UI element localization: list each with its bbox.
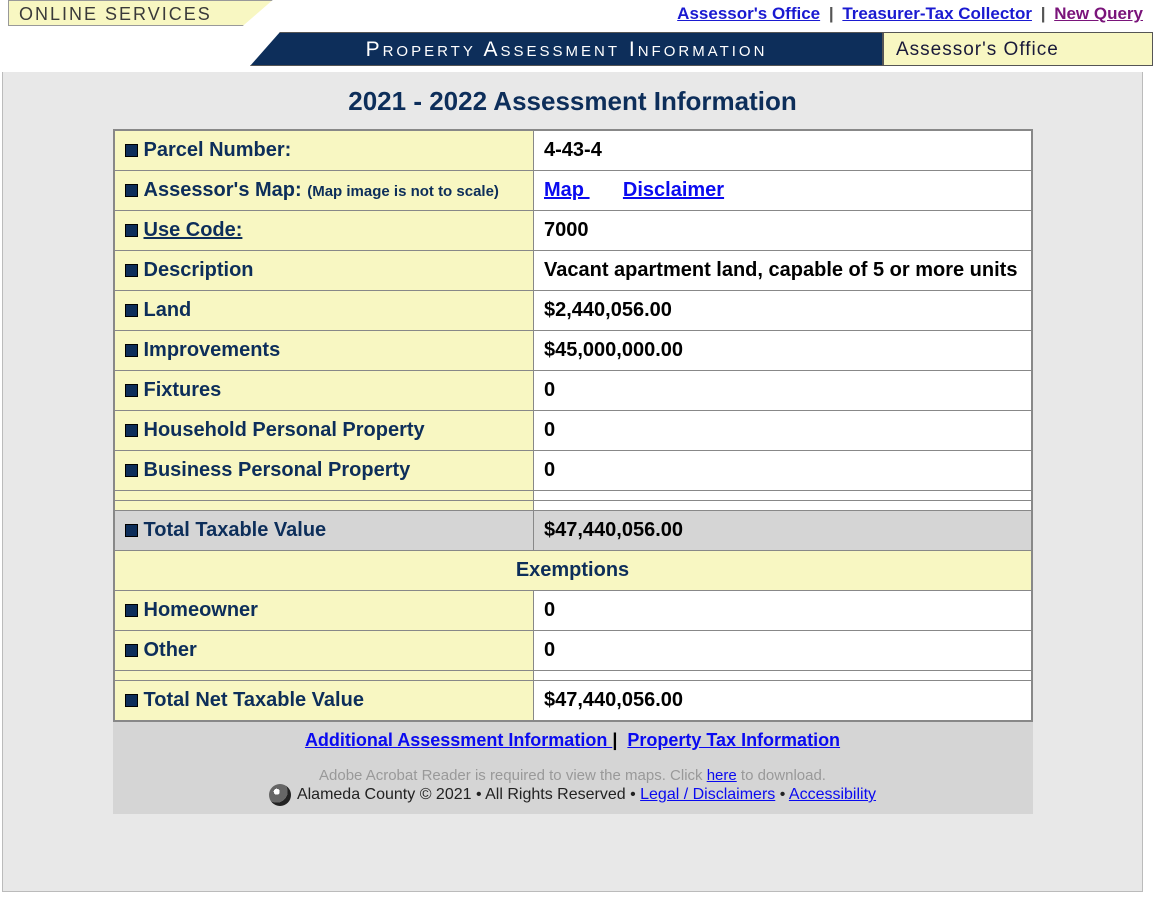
label-map: Assessor's Map: [144, 179, 302, 201]
bullet-icon [125, 604, 138, 617]
row-fixtures: Fixtures 0 [114, 371, 1032, 411]
banner-title: Property Assessment Information [250, 32, 883, 66]
label-land: Land [144, 299, 192, 321]
adobe-note: Adobe Acrobat Reader is required to view… [113, 767, 1033, 784]
row-improvements: Improvements $45,000,000.00 [114, 331, 1032, 371]
label-total-taxable: Total Taxable Value [144, 519, 327, 541]
bullet-icon [125, 644, 138, 657]
spacer-row [114, 671, 1032, 681]
online-services-badge: ONLINE SERVICES [8, 0, 273, 26]
copyright: Alameda County © 2021 • All Rights Reser… [113, 784, 1033, 806]
row-usecode: Use Code: 7000 [114, 211, 1032, 251]
value-parcel: 4-43-4 [534, 130, 1032, 171]
label-description: Description [144, 259, 254, 281]
link-assessor-office[interactable]: Assessor's Office [677, 4, 820, 23]
value-fixtures: 0 [534, 371, 1032, 411]
spacer-row [114, 491, 1032, 501]
link-additional-info[interactable]: Additional Assessment Information [305, 730, 612, 750]
bullet-icon [125, 224, 138, 237]
value-net: $47,440,056.00 [534, 681, 1032, 722]
value-homeowner: 0 [534, 591, 1032, 631]
acrobat-icon [269, 784, 291, 806]
link-accessibility[interactable]: Accessibility [789, 786, 876, 803]
value-other: 0 [534, 631, 1032, 671]
link-map[interactable]: Map [544, 179, 590, 201]
value-improvements: $45,000,000.00 [534, 331, 1032, 371]
label-hpp: Household Personal Property [144, 419, 425, 441]
value-hpp: 0 [534, 411, 1032, 451]
bullet-icon [125, 464, 138, 477]
dot-sep: • [775, 786, 789, 803]
pipe: | [612, 730, 627, 750]
label-bpp: Business Personal Property [144, 459, 411, 481]
link-new-query[interactable]: New Query [1054, 4, 1143, 23]
link-property-tax[interactable]: Property Tax Information [627, 730, 840, 750]
top-bar: ONLINE SERVICES Assessor's Office | Trea… [0, 0, 1153, 32]
link-adobe-here[interactable]: here [707, 767, 737, 784]
label-improvements: Improvements [144, 339, 281, 361]
row-hpp: Household Personal Property 0 [114, 411, 1032, 451]
separator: | [825, 4, 838, 23]
row-other: Other 0 [114, 631, 1032, 671]
separator: | [1037, 4, 1050, 23]
page-title: 2021 - 2022 Assessment Information [3, 72, 1142, 129]
label-map-sub: (Map image is not to scale) [307, 183, 499, 200]
value-land: $2,440,056.00 [534, 291, 1032, 331]
assessment-table: Parcel Number: 4-43-4 Assessor's Map: (M… [113, 129, 1033, 722]
bullet-icon [125, 524, 138, 537]
value-bpp: 0 [534, 451, 1032, 491]
row-exemptions-header: Exemptions [114, 551, 1032, 591]
value-description: Vacant apartment land, capable of 5 or m… [534, 251, 1032, 291]
label-homeowner: Homeowner [144, 599, 258, 621]
bullet-icon [125, 264, 138, 277]
banner-office: Assessor's Office [883, 32, 1153, 66]
row-land: Land $2,440,056.00 [114, 291, 1032, 331]
label-fixtures: Fixtures [144, 379, 222, 401]
bullet-icon [125, 694, 138, 707]
content-area: 2021 - 2022 Assessment Information Parce… [2, 72, 1143, 892]
copyright-text: Alameda County © 2021 • All Rights Reser… [297, 786, 640, 803]
top-links: Assessor's Office | Treasurer-Tax Collec… [677, 4, 1143, 24]
value-usecode: 7000 [534, 211, 1032, 251]
row-total-taxable: Total Taxable Value $47,440,056.00 [114, 511, 1032, 551]
label-parcel: Parcel Number: [144, 139, 292, 161]
bullet-icon [125, 384, 138, 397]
label-net: Total Net Taxable Value [144, 689, 364, 711]
adobe-pre: Adobe Acrobat Reader is required to view… [319, 767, 707, 784]
link-legal[interactable]: Legal / Disclaimers [640, 786, 775, 803]
link-disclaimer[interactable]: Disclaimer [623, 179, 724, 201]
exemptions-header: Exemptions [114, 551, 1032, 591]
row-bpp: Business Personal Property 0 [114, 451, 1032, 491]
bullet-icon [125, 344, 138, 357]
row-description: Description Vacant apartment land, capab… [114, 251, 1032, 291]
row-parcel: Parcel Number: 4-43-4 [114, 130, 1032, 171]
row-map: Assessor's Map: (Map image is not to sca… [114, 171, 1032, 211]
bullet-icon [125, 144, 138, 157]
bottom-links: Additional Assessment Information | Prop… [113, 722, 1033, 759]
label-other: Other [144, 639, 197, 661]
footer: Adobe Acrobat Reader is required to view… [113, 759, 1033, 814]
row-homeowner: Homeowner 0 [114, 591, 1032, 631]
bullet-icon [125, 184, 138, 197]
bullet-icon [125, 424, 138, 437]
banner: Property Assessment Information Assessor… [0, 32, 1153, 72]
spacer-row [114, 501, 1032, 511]
link-use-code[interactable]: Use Code: [144, 219, 243, 241]
value-total-taxable: $47,440,056.00 [534, 511, 1032, 551]
bullet-icon [125, 304, 138, 317]
adobe-post: to download. [741, 767, 826, 784]
link-treasurer[interactable]: Treasurer-Tax Collector [842, 4, 1032, 23]
row-net-taxable: Total Net Taxable Value $47,440,056.00 [114, 681, 1032, 722]
